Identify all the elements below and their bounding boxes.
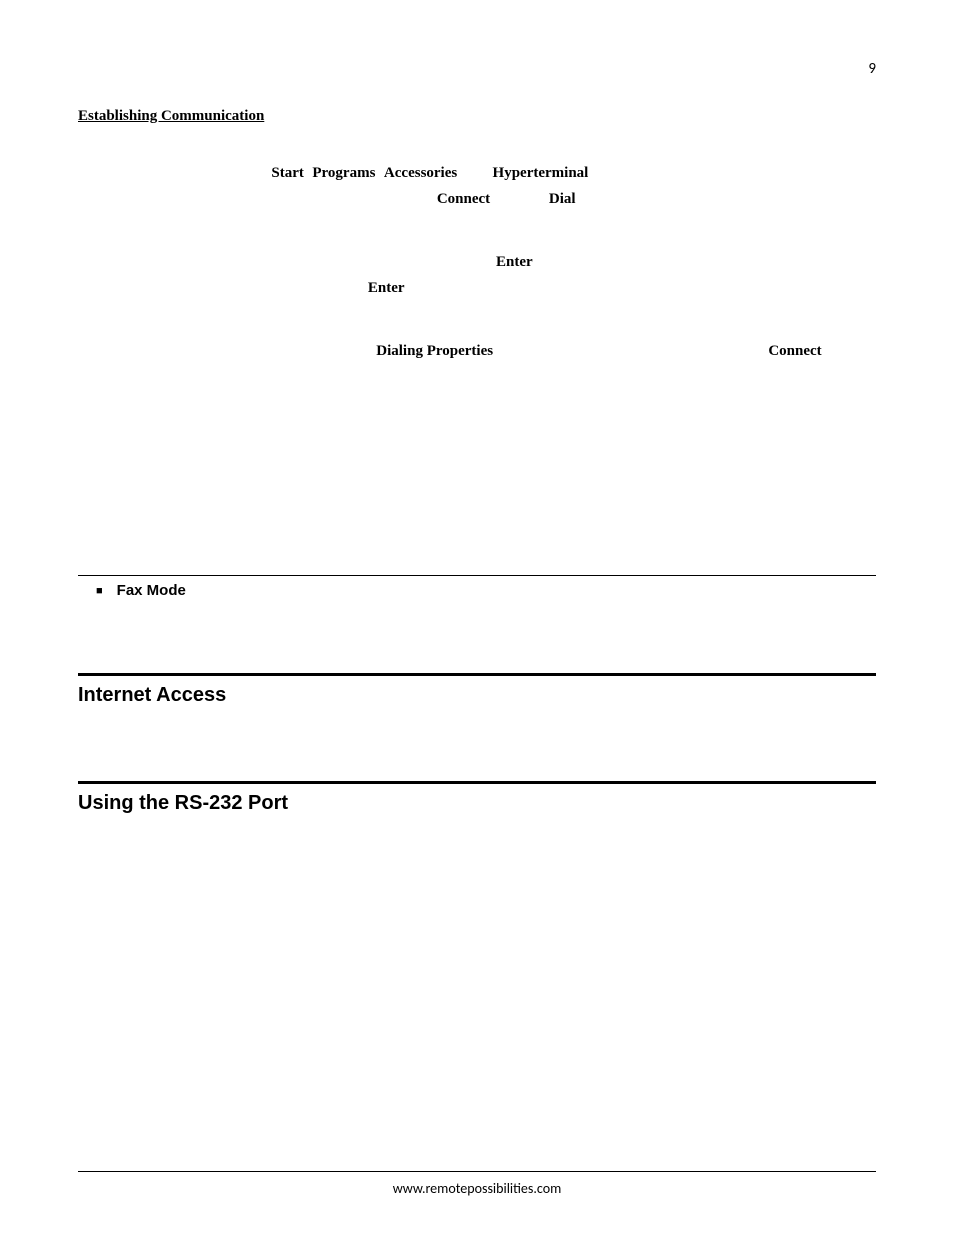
divider-thick-1 bbox=[78, 673, 876, 676]
square-bullet-icon: ■ bbox=[96, 585, 103, 597]
p1-post2: drop-down menu. bbox=[576, 191, 686, 207]
p1-m3: then bbox=[457, 165, 492, 181]
divider-thin-1 bbox=[78, 575, 876, 576]
divider-thick-2 bbox=[78, 781, 876, 784]
footer-url: www.remotepossibilities.com bbox=[393, 1180, 562, 1197]
establishing-communication-heading: Establishing Communication bbox=[78, 108, 876, 125]
p1-programs: Programs bbox=[312, 165, 375, 181]
p1-m4: from the bbox=[490, 191, 549, 207]
p2-enter2: Enter bbox=[368, 280, 405, 296]
p1-connect: Connect bbox=[437, 191, 490, 207]
p1-hyperterminal: Hyperterminal bbox=[493, 165, 589, 181]
paragraph-2: Once connected, enter the correct passwo… bbox=[78, 250, 876, 301]
p1-pre: To operate, for example, select bbox=[78, 165, 271, 181]
page-footer: www.remotepossibilities.com bbox=[78, 1171, 876, 1197]
paragraph-1: To operate, for example, select Start, P… bbox=[78, 161, 876, 212]
p3-mid: are correct for your area and line, then… bbox=[493, 343, 768, 359]
p1-m2: , bbox=[375, 165, 384, 181]
fax-mode-row: ■ Fax Mode bbox=[78, 582, 876, 599]
rs232-heading: Using the RS-232 Port bbox=[78, 792, 876, 815]
p1-dial: Dial bbox=[549, 191, 576, 207]
page-number: 9 bbox=[868, 60, 876, 78]
p2-pre: Once connected, enter the correct passwo… bbox=[78, 254, 496, 270]
p3-post: to retry. bbox=[822, 343, 872, 359]
p2-enter1: Enter bbox=[496, 254, 533, 270]
paragraph-3: If there is no response, verify your set… bbox=[78, 339, 876, 365]
internet-access-heading: Internet Access bbox=[78, 684, 876, 707]
p3-connect: Connect bbox=[768, 343, 821, 359]
p2-post: again. bbox=[405, 280, 445, 296]
p1-accessories: Accessories bbox=[384, 165, 457, 181]
p1-start: Start bbox=[271, 165, 304, 181]
p3-pre: If there is no response, verify your set… bbox=[78, 343, 376, 359]
p3-dialing-properties: Dialing Properties bbox=[376, 343, 493, 359]
fax-mode-label: Fax Mode bbox=[117, 582, 186, 599]
page-content: Establishing Communication To operate, f… bbox=[78, 108, 876, 815]
